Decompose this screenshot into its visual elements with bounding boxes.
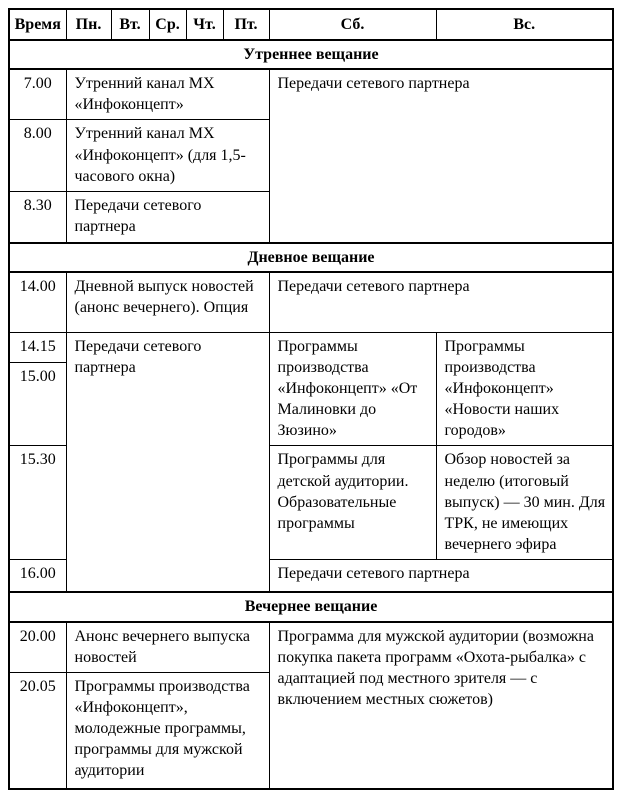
- program-cell-1415-saturday: Программы производства «Инфоконцепт» «От…: [268, 331, 437, 447]
- time-cell-2000: 20.00: [8, 621, 67, 673]
- table-row-0700: 7.00 Утренний канал МХ «Инфоконцепт» Пер…: [8, 68, 614, 244]
- tv-schedule-table: Время Пн. Вт. Ср. Чт. Пт. Сб. Вс. Утренн…: [8, 8, 614, 790]
- col-header-monday: Пн.: [65, 8, 112, 42]
- table-row-1500: 15.00: [8, 362, 613, 447]
- program-cell-1400-weekdays: Дневной выпуск новостей (анонс вечернего…: [65, 271, 270, 333]
- section-row-day: Дневное вещание: [8, 242, 614, 274]
- table-row-2000: 20.00 Анонс вечернего выпуска новостей П…: [8, 621, 614, 790]
- table-row-0830: 8.30 Передачи сетевого партнера: [8, 190, 613, 244]
- document-page: Время Пн. Вт. Ср. Чт. Пт. Сб. Вс. Утренн…: [8, 8, 614, 790]
- section-row-morning: Утреннее вещание: [8, 39, 614, 71]
- program-cell-1530-saturday: Программы для детской аудитории. Образов…: [268, 445, 437, 560]
- col-header-saturday: Сб.: [268, 8, 437, 42]
- program-cell-2000-weekdays: Анонс вечернего выпуска новостей: [65, 621, 270, 673]
- program-cell-0700-weekdays: Утренний канал МХ «Инфоконцепт»: [65, 68, 270, 121]
- program-cell-0830-weekdays: Передачи сетевого партнера: [65, 190, 270, 244]
- program-cell-1600-weekend: Передачи сетевого партнера: [268, 558, 614, 593]
- program-cell-evening-weekend: Программа для мужской аудитории (возможн…: [268, 621, 614, 790]
- col-header-sunday: Вс.: [435, 8, 614, 42]
- time-cell-0700: 7.00: [8, 68, 67, 121]
- header-row: Время Пн. Вт. Ср. Чт. Пт. Сб. Вс.: [8, 8, 614, 42]
- section-title-evening: Вечернее вещание: [8, 591, 614, 623]
- program-cell-2005-weekdays: Программы производства «Инфоконцепт», мо…: [65, 671, 270, 790]
- section-title-morning: Утреннее вещание: [8, 39, 614, 71]
- program-cell-afternoon-weekdays: Передачи сетевого партнера: [65, 331, 270, 593]
- program-cell-1415-sunday: Программы производства «Инфоконцепт» «Но…: [435, 331, 614, 447]
- time-cell-0800: 8.00: [8, 119, 67, 192]
- section-title-day: Дневное вещание: [8, 242, 614, 274]
- col-header-tuesday: Вт.: [110, 8, 150, 42]
- col-header-friday: Пт.: [222, 8, 270, 42]
- program-cell-morning-weekend: Передачи сетевого партнера: [268, 68, 614, 244]
- col-header-time: Время: [8, 8, 67, 42]
- time-cell-2005: 20.05: [8, 671, 67, 790]
- program-cell-1400-weekend: Передачи сетевого партнера: [268, 271, 614, 333]
- program-cell-1530-sunday: Обзор новостей за неделю (итоговый выпус…: [435, 445, 614, 560]
- table-row-1415: 14.15 Передачи сетевого партнера Програм…: [8, 331, 614, 593]
- time-cell-0830: 8.30: [8, 190, 67, 244]
- col-header-wednesday: Ср.: [148, 8, 187, 42]
- time-cell-1415: 14.15: [8, 331, 67, 364]
- table-row-0800: 8.00 Утренний канал МХ «Инфоконцепт» (дл…: [8, 119, 613, 192]
- time-cell-1400: 14.00: [8, 271, 67, 333]
- time-cell-1530: 15.30: [8, 445, 67, 560]
- table-row-1600: 16.00 Передачи сетевого партнера: [8, 558, 614, 593]
- col-header-thursday: Чт.: [185, 8, 224, 42]
- program-cell-0800-weekdays: Утренний канал МХ «Инфоконцепт» (для 1,5…: [65, 119, 270, 192]
- time-cell-1600: 16.00: [8, 558, 67, 593]
- time-cell-1500: 15.00: [8, 362, 67, 447]
- table-row-1530: 15.30 Программы для детской аудитории. О…: [8, 445, 614, 560]
- section-row-evening: Вечернее вещание: [8, 591, 614, 623]
- table-row-1400: 14.00 Дневной выпуск новостей (анонс веч…: [8, 271, 614, 333]
